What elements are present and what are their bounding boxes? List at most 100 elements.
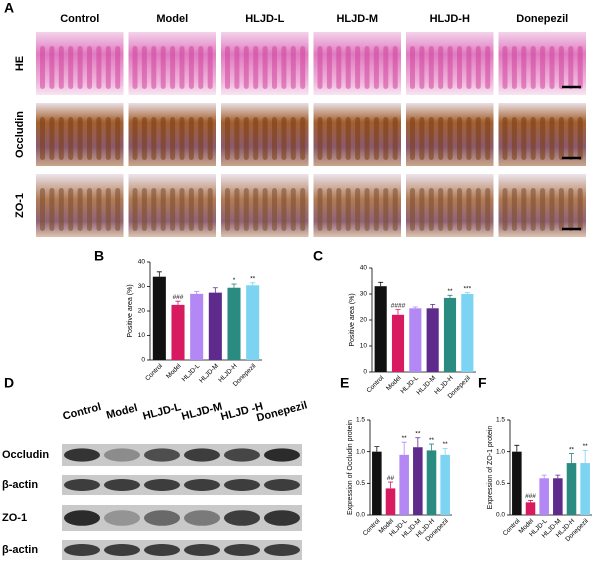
- villus: [383, 117, 389, 160]
- error-bar: [555, 474, 561, 479]
- villus: [428, 117, 434, 160]
- villus: [466, 117, 472, 160]
- blot-band: [64, 448, 100, 462]
- blot-row-label: Occludin: [2, 449, 49, 461]
- villus: [160, 117, 166, 160]
- villus: [364, 188, 370, 231]
- villus: [198, 117, 204, 160]
- row-label: Occludin: [14, 111, 26, 158]
- significance-label: **: [402, 435, 408, 442]
- villus: [151, 117, 157, 160]
- villus: [170, 46, 176, 89]
- villus: [383, 188, 389, 231]
- error-bar: [541, 474, 547, 479]
- y-tick-label: 10: [360, 343, 368, 350]
- significance-label: **: [429, 437, 435, 444]
- villus: [558, 46, 564, 89]
- villus: [207, 46, 213, 89]
- blot-band: [184, 479, 220, 491]
- villus: [87, 46, 92, 89]
- villus: [521, 117, 527, 160]
- villus: [77, 188, 83, 231]
- villus: [290, 117, 296, 160]
- villus: [281, 117, 287, 160]
- y-tick-label: 0.0: [496, 512, 505, 519]
- villus: [105, 188, 111, 231]
- villus: [457, 188, 462, 231]
- villus: [345, 188, 351, 231]
- villus: [466, 188, 472, 231]
- villus: [540, 117, 546, 160]
- villus: [300, 117, 306, 160]
- y-tick-label: 1.0: [356, 448, 365, 455]
- villus: [485, 117, 491, 160]
- villus: [234, 46, 240, 89]
- villus: [373, 188, 379, 231]
- x-tick-label: HLJD-M: [415, 375, 437, 397]
- villus: [549, 46, 555, 89]
- error-bar: [401, 441, 407, 455]
- error-bar: [212, 287, 218, 293]
- villus: [68, 117, 74, 160]
- villus: [355, 117, 361, 160]
- villus: [179, 188, 185, 231]
- bar: [190, 293, 204, 360]
- villus: [243, 117, 249, 160]
- villus: [77, 117, 83, 160]
- villus: [105, 46, 111, 89]
- error-bar: [388, 481, 393, 489]
- villus: [160, 46, 166, 89]
- villus: [49, 188, 55, 231]
- villus: [141, 46, 147, 89]
- y-axis-label: Positive area (%): [349, 293, 356, 346]
- villus: [410, 46, 415, 89]
- villus: [540, 188, 546, 231]
- blot-band: [264, 448, 300, 462]
- error-bar: [447, 294, 453, 298]
- error-bar: [378, 281, 384, 287]
- error-bar: [582, 450, 588, 464]
- villus: [141, 117, 147, 160]
- y-tick-label: 1.5: [356, 417, 365, 424]
- error-bar: [514, 444, 520, 452]
- villus: [132, 188, 138, 231]
- y-tick-label: 1.0: [496, 448, 505, 455]
- villus: [115, 188, 121, 231]
- villus: [49, 117, 55, 160]
- villus: [336, 117, 342, 160]
- blot-band: [104, 448, 140, 462]
- y-tick-label: 20: [138, 308, 146, 315]
- villus: [326, 188, 332, 231]
- villus: [290, 188, 296, 231]
- villus: [77, 46, 83, 89]
- villus: [345, 46, 351, 89]
- villus: [132, 46, 138, 89]
- bar: [426, 308, 439, 372]
- significance-label: ##: [387, 475, 395, 482]
- error-bar: [429, 443, 434, 451]
- y-tick-label: 0.5: [496, 480, 505, 487]
- villus: [410, 117, 415, 160]
- bar: [152, 276, 166, 360]
- column-label: HLJD-M: [336, 13, 378, 25]
- blot-row-label: ZO-1: [2, 512, 27, 524]
- villus: [272, 117, 277, 160]
- villus: [419, 188, 425, 231]
- villus: [326, 46, 332, 89]
- villus: [428, 46, 434, 89]
- villus: [336, 188, 342, 231]
- villus: [225, 46, 230, 89]
- villus: [243, 46, 249, 89]
- villus: [87, 117, 92, 160]
- villus: [141, 188, 147, 231]
- bar: [374, 286, 387, 372]
- villus: [577, 117, 583, 160]
- villus: [568, 46, 574, 89]
- blot-band: [264, 544, 300, 556]
- blot-band: [64, 544, 100, 556]
- error-bar: [430, 304, 436, 309]
- bar: [246, 285, 260, 360]
- significance-label: **: [250, 276, 256, 283]
- bar: [553, 478, 563, 515]
- villus: [151, 188, 157, 231]
